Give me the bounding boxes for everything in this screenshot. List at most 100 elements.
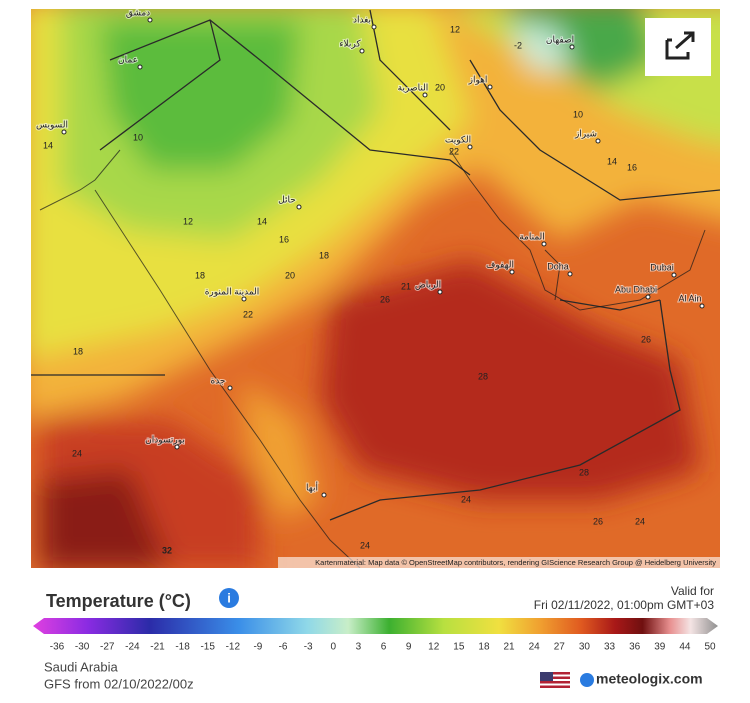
scale-label: -36 [50, 642, 65, 653]
isotherm-label: 12 [450, 24, 460, 34]
brand: meteologix.com [596, 671, 703, 687]
valid-label: Valid for [671, 584, 714, 598]
region: Saudi Arabia [44, 659, 118, 674]
scale-label: -21 [150, 642, 165, 653]
scale-label: 21 [504, 642, 516, 653]
attribution: Kartenmaterial: Map data © OpenStreetMap… [315, 558, 716, 567]
place-dot [227, 385, 233, 391]
isotherm-label: 10 [133, 132, 143, 142]
place-dot [467, 144, 473, 150]
place-label: حائل [278, 194, 296, 204]
color-scale [33, 618, 718, 634]
brand-logo [580, 673, 594, 687]
place-label: Abu Dhabi [615, 284, 657, 294]
place-label: Doha [547, 261, 569, 271]
scale-label: 30 [579, 642, 591, 653]
place-label: السويس [36, 119, 68, 129]
scale-label: -6 [279, 642, 288, 653]
isotherm-label: 10 [573, 109, 583, 119]
model-run: GFS from 02/10/2022/00z [44, 676, 194, 691]
place-label: اصفهان [546, 34, 574, 44]
info-icon[interactable] [219, 588, 239, 608]
place-label: جدة [210, 375, 225, 385]
place-label: الكويت [445, 134, 471, 144]
place-label: أبها [306, 481, 318, 492]
isotherm-label: 24 [461, 494, 471, 504]
place-dot [645, 294, 651, 300]
isotherm-label: 28 [579, 467, 589, 477]
isotherm-label: 18 [73, 346, 83, 356]
isotherm-label: 18 [195, 270, 205, 280]
isotherm-label: 16 [627, 162, 637, 172]
scale-label: 33 [604, 642, 616, 653]
isotherm-label: 14 [607, 156, 617, 166]
isotherm-label: 12 [183, 216, 193, 226]
isotherm-label: 24 [72, 448, 82, 458]
place-label: بغداد [353, 14, 371, 24]
place-label: المنامة [519, 231, 545, 241]
isotherm-label: 26 [380, 294, 390, 304]
place-dot [569, 44, 575, 50]
place-dot [699, 303, 705, 309]
place-label: عمان [118, 54, 138, 64]
isotherm-label: 20 [285, 270, 295, 280]
isotherm-label: 22 [243, 309, 253, 319]
isotherm-label: 26 [641, 334, 651, 344]
place-label: Al Ain [678, 293, 701, 303]
place-dot [541, 241, 547, 247]
place-label: الهفوف [486, 259, 514, 269]
isotherm-label: 21 [401, 281, 411, 291]
isotherm-label: 20 [435, 82, 445, 92]
legend-title: Temperature (°C) [46, 591, 191, 611]
place-dot [137, 64, 143, 70]
scale-label: 27 [554, 642, 566, 653]
place-dot [321, 492, 327, 498]
scale-label: 50 [704, 642, 716, 653]
place-label: الناصرية [398, 82, 429, 92]
place-dot [487, 84, 493, 90]
scale-label: 12 [428, 642, 440, 653]
scale-label: -30 [75, 642, 90, 653]
scale-label: 18 [478, 642, 490, 653]
scale-label: 9 [406, 642, 412, 653]
place-label: المدينة المنورة [205, 286, 260, 296]
scale-label: -18 [175, 642, 190, 653]
scale-label: -12 [226, 642, 241, 653]
us-flag[interactable] [540, 672, 570, 688]
isotherm-label: 18 [319, 250, 329, 260]
isotherm-label: 32 [162, 545, 172, 555]
place-dot [437, 289, 443, 295]
place-dot [595, 138, 601, 144]
place-label: دمشق [126, 7, 150, 17]
place-label: بورتسودان [145, 434, 185, 444]
valid-time: Fri 02/11/2022, 01:00pm GMT+03 [534, 598, 715, 612]
info-glyph[interactable]: i [227, 590, 231, 605]
place-label: شيراز [574, 128, 597, 138]
isotherm-label: 28 [478, 371, 488, 381]
place-label: الرياض [415, 279, 441, 289]
coastline [39, 149, 706, 568]
scale-label: -3 [304, 642, 313, 653]
place-label: Dubai [650, 262, 674, 272]
scale-ticks: -36 -30 -27 -24 -21 -18 -15 -12 -9 -6 -3 0 3 6 9 12 15 18… [50, 642, 716, 653]
place-dot [296, 204, 302, 210]
scale-label: 0 [330, 642, 336, 653]
place-dot [509, 269, 515, 275]
share-icon[interactable] [665, 31, 695, 60]
scale-label: 3 [356, 642, 362, 653]
scale-label: -24 [125, 642, 140, 653]
scale-label: 6 [381, 642, 387, 653]
place-dot [359, 48, 365, 54]
isotherm-label: 24 [360, 540, 370, 550]
attribution-bg [278, 557, 720, 568]
place-dot [174, 444, 180, 450]
scale-label: -27 [100, 642, 115, 653]
scale-label: 44 [679, 642, 691, 653]
place-label: اهواز [468, 74, 488, 84]
place-dot [147, 17, 153, 23]
place-label: كربلاء [339, 38, 361, 48]
scale-label: 36 [629, 642, 641, 653]
scale-label: -9 [253, 642, 262, 653]
